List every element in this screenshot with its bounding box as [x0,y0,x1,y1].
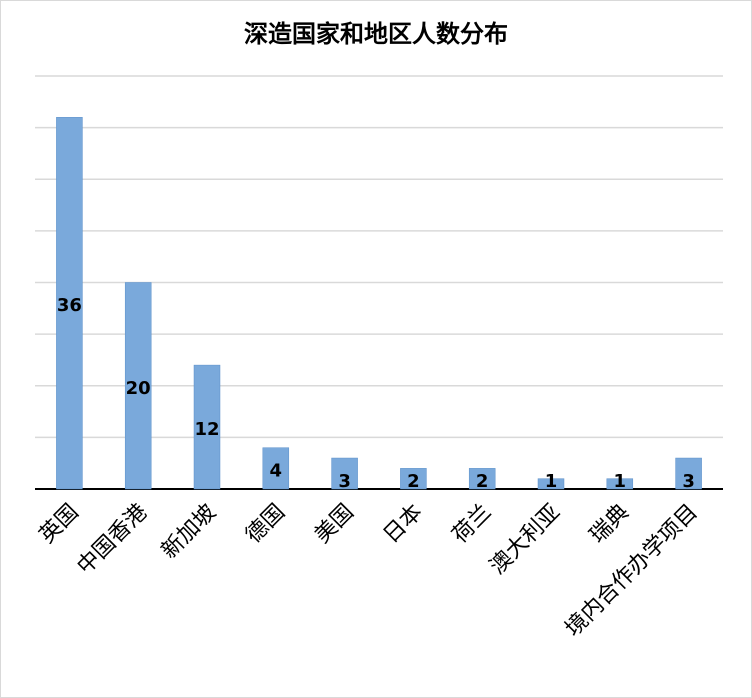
data-label: 4 [270,460,283,481]
data-label: 1 [614,471,627,492]
bar [56,117,83,490]
data-label: 36 [57,295,82,316]
x-tick-label: 德国 [241,500,290,549]
x-tick-label: 瑞典 [585,500,634,549]
data-labels: 36 20 12 4 3 2 2 1 1 3 [57,295,695,492]
bar [331,457,358,490]
x-tick-label: 英国 [35,500,84,549]
bar [606,478,634,490]
data-label: 3 [338,471,351,492]
data-label: 1 [545,471,558,492]
bars [56,117,702,490]
data-label: 20 [126,378,151,399]
bar [468,468,496,490]
bar [537,478,565,490]
x-tick-label: 新加坡 [157,500,221,564]
chart-title: 深造国家和地区人数分布 [244,20,508,48]
x-tick-label: 中国香港 [73,500,153,580]
bar [262,447,290,490]
data-label: 3 [682,471,695,492]
x-tick-label: 美国 [310,500,359,549]
data-label: 2 [476,471,489,492]
data-label: 12 [194,419,219,440]
bar [675,457,702,490]
bar [400,468,427,490]
bar [124,282,152,490]
x-tick-label: 荷兰 [448,500,497,549]
x-tick-label: 日本 [379,500,428,549]
x-tick-label: 澳大利亚 [485,500,565,580]
bar [193,364,221,490]
x-tick-label: 境内合作办学项目 [561,500,703,642]
data-label: 2 [407,471,420,492]
